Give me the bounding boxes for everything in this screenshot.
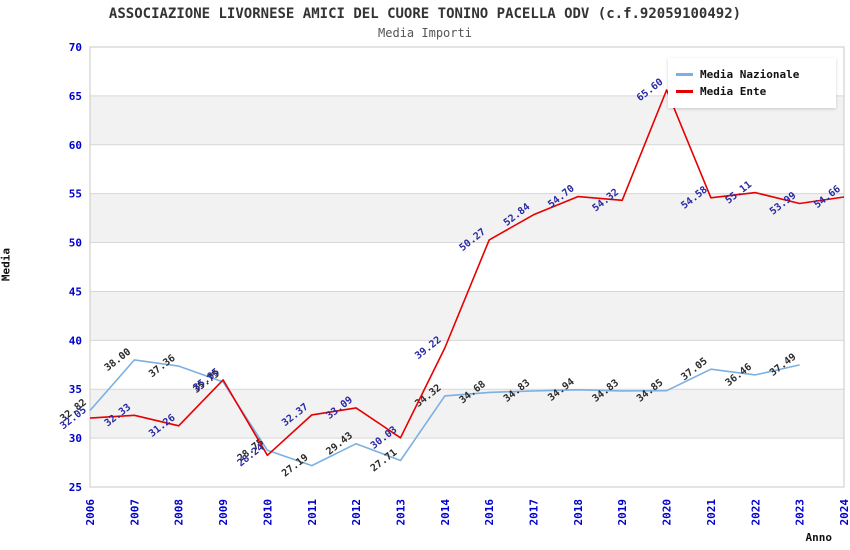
x-tick-label: 2020: [661, 499, 674, 526]
point-label: 37.05: [679, 356, 709, 383]
chart-subtitle: Media Importi: [378, 26, 472, 40]
y-tick-label: 70: [69, 41, 82, 54]
plot-band: [90, 193, 844, 243]
y-tick-label: 60: [69, 139, 82, 152]
x-tick-label: 2017: [528, 499, 541, 526]
legend-item-media-ente[interactable]: Media Ente: [676, 85, 826, 98]
chart-title: ASSOCIAZIONE LIVORNESE AMICI DEL CUORE T…: [108, 6, 742, 22]
x-tick-label: 2007: [128, 499, 141, 526]
point-label: 37.49: [768, 352, 798, 379]
point-label: 37.36: [147, 353, 177, 380]
x-tick-label: 2019: [616, 499, 629, 526]
x-tick-label: 2018: [572, 499, 585, 526]
y-tick-label: 65: [69, 90, 82, 103]
x-axis-title: Anno: [805, 531, 833, 544]
y-tick-label: 45: [69, 285, 82, 298]
y-axis-title: Media: [0, 247, 13, 282]
x-tick-label: 2011: [306, 499, 319, 526]
y-tick-label: 25: [69, 481, 82, 494]
x-tick-label: 2010: [261, 499, 274, 526]
y-tick-label: 55: [69, 188, 82, 201]
legend-item-media-nazionale[interactable]: Media Nazionale: [676, 68, 826, 81]
x-tick-label: 2012: [350, 499, 363, 526]
x-tick-label: 2009: [217, 499, 230, 526]
x-tick-label: 2006: [84, 499, 97, 526]
point-label: 27.71: [369, 447, 399, 474]
legend-label: Media Nazionale: [700, 68, 800, 81]
plot-band: [90, 389, 844, 439]
x-tick-label: 2024: [838, 499, 850, 526]
x-tick-label: 2013: [394, 499, 407, 526]
x-tick-label: 2023: [794, 499, 807, 526]
chart-legend: Media Nazionale Media Ente: [668, 58, 836, 108]
point-label: 38.00: [103, 347, 133, 374]
series-line-media-nazionale: [89, 359, 800, 467]
x-tick-label: 2008: [173, 499, 186, 526]
point-label: 36.46: [724, 362, 754, 389]
y-tick-label: 30: [69, 432, 82, 445]
x-tick-label: 2014: [439, 499, 452, 526]
media-ente-swatch-icon: [676, 90, 693, 93]
plot-band: [90, 291, 844, 341]
x-tick-label: 2016: [483, 499, 496, 526]
x-tick-label: 2021: [705, 499, 718, 526]
plot-border: [89, 46, 845, 488]
media-nazionale-swatch-icon: [676, 73, 693, 76]
series-line-media-ente: [89, 89, 845, 457]
y-tick-label: 40: [69, 334, 82, 347]
y-tick-label: 50: [69, 237, 82, 250]
y-tick-label: 35: [69, 383, 82, 396]
legend-label: Media Ente: [700, 85, 767, 98]
x-tick-label: 2022: [749, 499, 762, 526]
